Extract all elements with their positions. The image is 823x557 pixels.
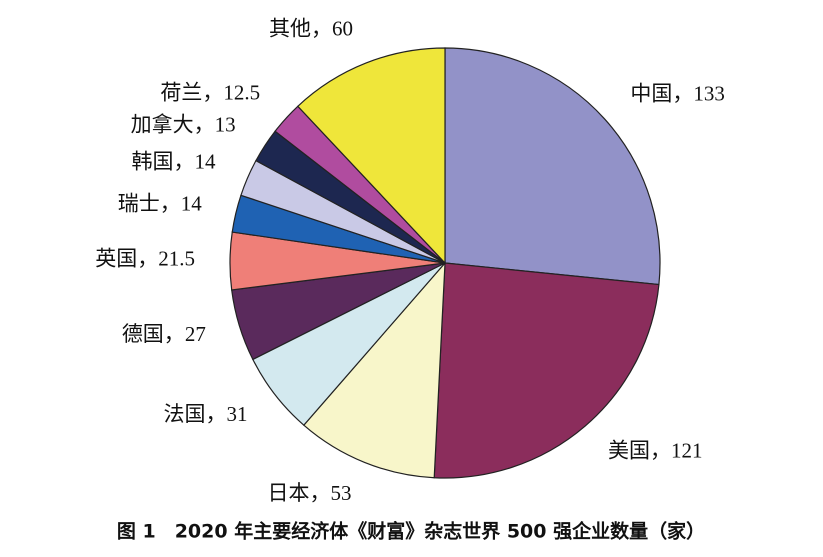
value-label: 133 (693, 81, 725, 105)
value-label: 121 (671, 438, 703, 462)
slice-label: 德国，27 (122, 322, 206, 346)
category-label: 法国， (163, 402, 226, 426)
slice-label: 荷兰，12.5 (160, 81, 260, 105)
slice-label: 英国，21.5 (95, 246, 195, 270)
category-label: 英国， (95, 246, 158, 270)
value-label: 53 (331, 481, 352, 505)
pie-slice (296, 47, 446, 265)
category-label: 加拿大， (131, 112, 215, 136)
slice-label: 其他，60 (269, 16, 353, 40)
slice-label: 日本，53 (268, 481, 352, 505)
category-label: 瑞士， (118, 191, 181, 215)
value-label: 31 (226, 402, 247, 426)
category-label: 德国， (122, 322, 185, 346)
slice-label: 美国，121 (608, 438, 703, 462)
slice-label: 中国，133 (630, 81, 725, 105)
value-label: 27 (185, 322, 206, 346)
value-label: 60 (332, 16, 353, 40)
category-label: 美国， (608, 438, 671, 462)
pie-slice (302, 261, 446, 479)
category-label: 荷兰， (160, 81, 223, 105)
value-label: 13 (215, 112, 236, 136)
slice-label: 韩国，14 (132, 150, 217, 174)
value-label: 12.5 (223, 81, 260, 105)
value-label: 21.5 (158, 246, 195, 270)
slice-label: 加拿大，13 (131, 112, 236, 136)
slice-label: 法国，31 (163, 402, 247, 426)
value-label: 14 (181, 191, 203, 215)
category-label: 日本， (268, 481, 331, 505)
category-label: 中国， (630, 81, 693, 105)
category-label: 韩国， (132, 150, 195, 174)
slice-label: 瑞士，14 (118, 191, 203, 215)
pie-slice (444, 47, 661, 286)
pie-slice (433, 262, 660, 479)
category-label: 其他， (269, 16, 332, 40)
value-label: 14 (195, 150, 217, 174)
chart-title: 图 1 2020 年主要经济体《财富》杂志世界 500 强企业数量（家） (117, 520, 705, 543)
